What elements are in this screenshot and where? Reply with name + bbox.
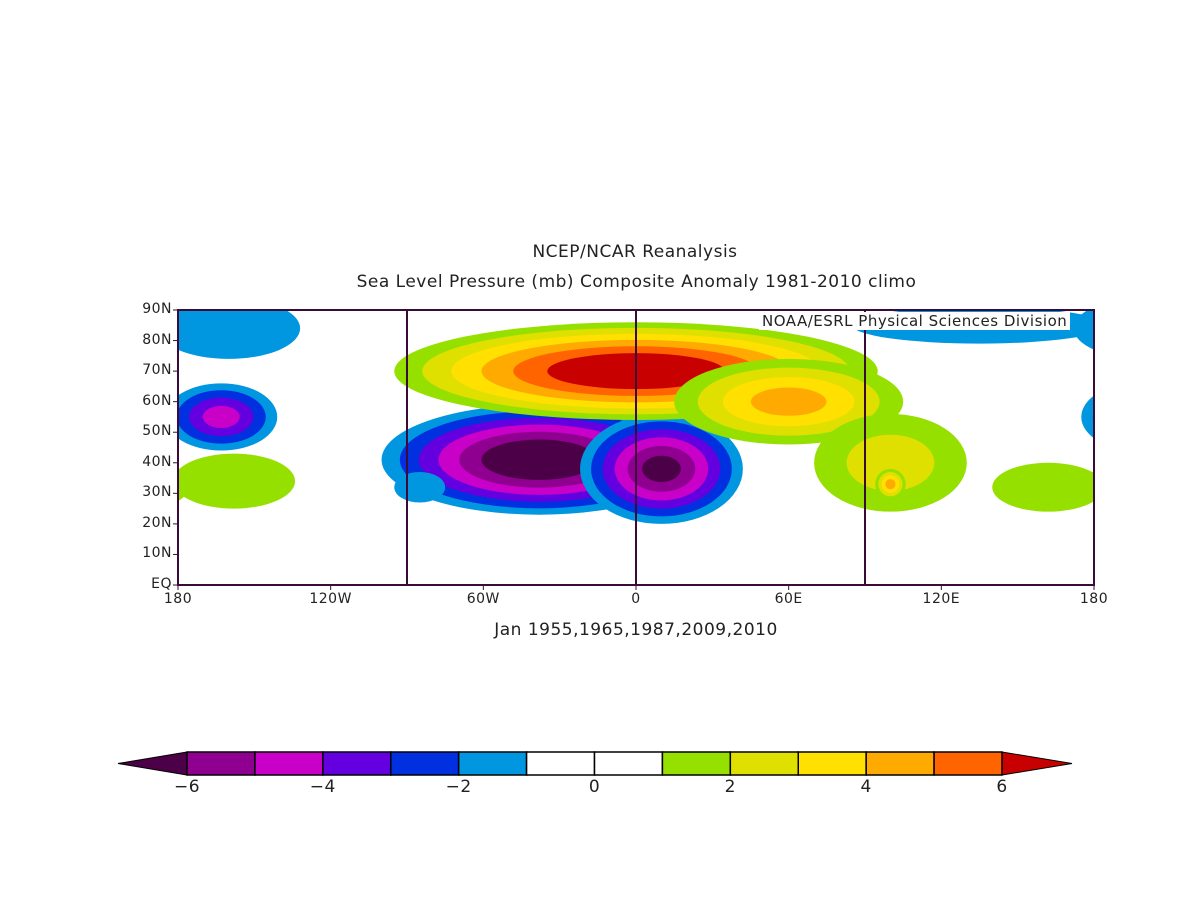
anomaly-contour bbox=[202, 405, 240, 429]
colorbar-right-arrow bbox=[1001, 751, 1073, 776]
anomaly-contour bbox=[506, 448, 573, 472]
lat-tick-label: 90N bbox=[142, 301, 172, 317]
title-line-1: NCEP/NCAR Reanalysis bbox=[532, 242, 738, 262]
colorbar-box bbox=[865, 751, 935, 776]
colorbar-box bbox=[457, 751, 528, 776]
credit-label: NOAA/ESRL Physical Sciences Division bbox=[759, 312, 1071, 330]
anomaly-contour bbox=[750, 387, 827, 416]
anomaly-contour bbox=[1088, 470, 1094, 493]
lat-tick-label: EQ bbox=[151, 576, 172, 592]
colorbar-tick-label: 6 bbox=[996, 777, 1008, 797]
colorbar-box bbox=[729, 751, 799, 776]
lat-tick-label: 70N bbox=[142, 362, 172, 379]
lon-tick-label: 180 bbox=[163, 591, 193, 607]
anomaly-contour bbox=[885, 479, 896, 490]
anomaly-contour bbox=[846, 434, 935, 491]
colorbar-box bbox=[186, 751, 256, 776]
lat-tick-label: 10N bbox=[142, 545, 172, 562]
colorbar-tick-label: 2 bbox=[724, 777, 736, 797]
lat-tick-label: 50N bbox=[142, 423, 172, 440]
lon-tick-label: 60E bbox=[774, 591, 803, 607]
anomaly-contour bbox=[992, 462, 1094, 512]
lon-tick-label: 120E bbox=[922, 591, 961, 607]
title-line-2: Sea Level Pressure (mb) Composite Anomal… bbox=[356, 272, 917, 292]
lat-tick-label: 80N bbox=[142, 331, 172, 348]
colorbar-box bbox=[661, 751, 732, 776]
anomaly-contour bbox=[178, 473, 189, 502]
colorbar-tick-label: −6 bbox=[173, 777, 201, 797]
anomaly-contour bbox=[178, 317, 191, 334]
anomaly-contour bbox=[642, 455, 681, 483]
colorbar-tick-label: 4 bbox=[860, 777, 872, 797]
colorbar-box bbox=[593, 751, 664, 776]
colorbar-box bbox=[254, 751, 324, 776]
colorbar-tick-label: −4 bbox=[309, 777, 336, 797]
colorbar-tick-label: −2 bbox=[445, 777, 472, 797]
lat-tick-label: 40N bbox=[142, 453, 172, 470]
anomaly-contour bbox=[178, 310, 301, 359]
colorbar-box bbox=[322, 751, 392, 776]
subtitle: Jan 1955,1965,1987,2009,2010 bbox=[494, 620, 778, 640]
anomaly-contour bbox=[1081, 395, 1094, 439]
colorbar-left-arrow bbox=[117, 751, 188, 776]
lon-tick-label: 60W bbox=[466, 591, 500, 607]
lon-tick-label: 120W bbox=[309, 591, 352, 607]
lat-tick-label: 60N bbox=[142, 392, 172, 409]
lon-tick-label: 0 bbox=[631, 591, 641, 607]
colorbar-box bbox=[933, 751, 1003, 776]
anomaly-contour bbox=[1092, 410, 1094, 424]
lon-tick-label: 180 bbox=[1079, 591, 1109, 607]
colorbar-box bbox=[390, 751, 460, 776]
lat-tick-label: 30N bbox=[142, 484, 172, 501]
anomaly-contour bbox=[394, 471, 446, 503]
colorbar-tick-label: 0 bbox=[588, 777, 601, 797]
colorbar-box bbox=[797, 751, 867, 776]
anomaly-contour bbox=[178, 453, 296, 509]
lat-tick-label: 20N bbox=[142, 514, 172, 531]
colorbar-box bbox=[525, 751, 596, 776]
